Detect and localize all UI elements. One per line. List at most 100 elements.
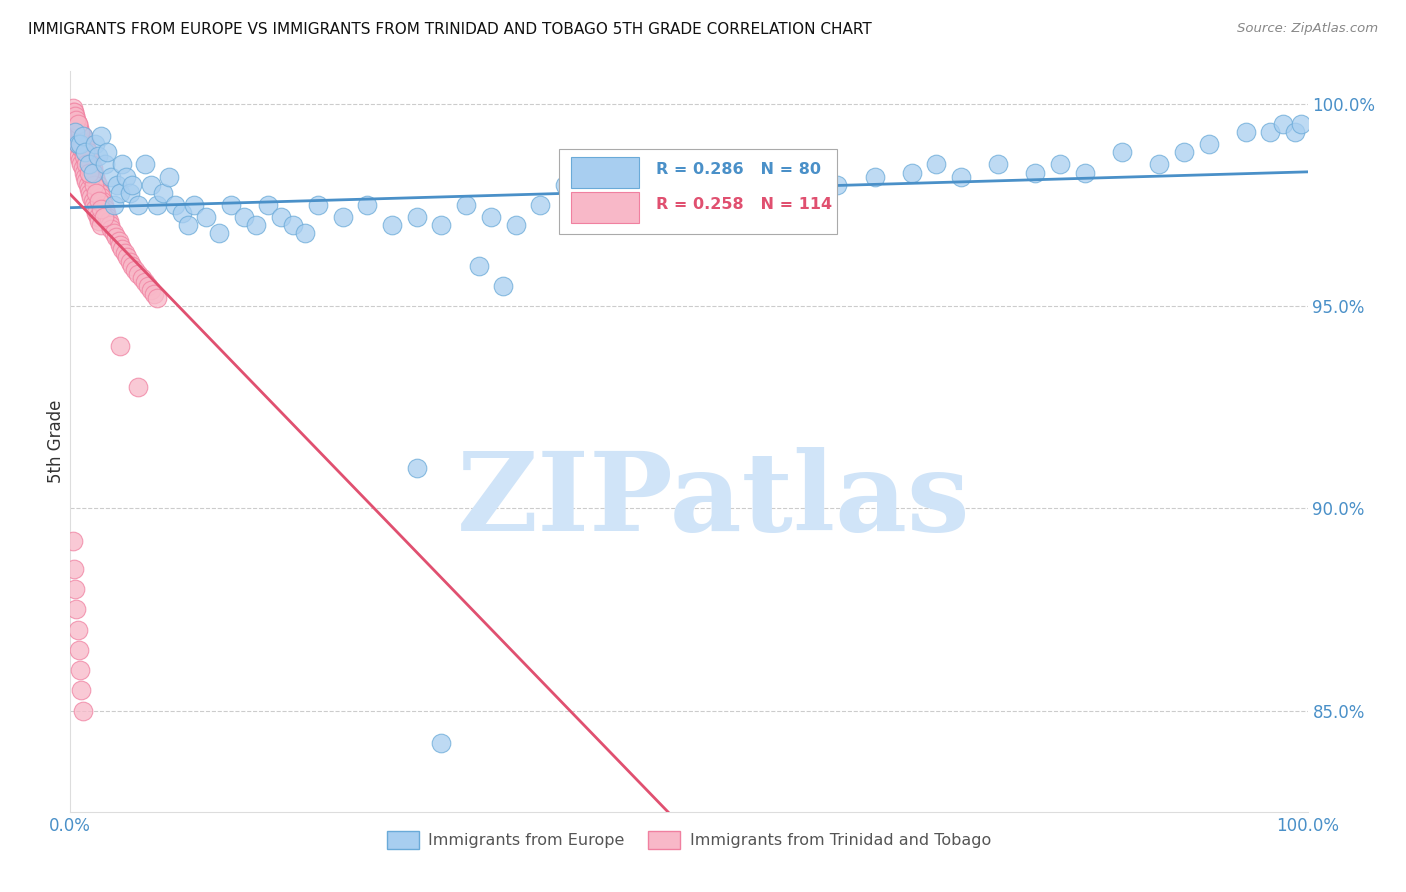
Point <box>70 157 93 171</box>
Point <box>66 120 89 135</box>
Point <box>136 278 159 293</box>
Text: Source: ZipAtlas.com: Source: ZipAtlas.com <box>1237 22 1378 36</box>
Point <box>84 169 107 184</box>
Point <box>86 178 108 192</box>
Point <box>776 186 799 200</box>
Point <box>96 210 118 224</box>
Point <box>356 198 378 212</box>
Point <box>827 178 849 192</box>
Point <box>118 254 141 268</box>
Point <box>82 161 104 176</box>
Point <box>103 198 125 212</box>
Point <box>332 210 354 224</box>
Point <box>281 218 304 232</box>
Point <box>1024 165 1046 179</box>
Point <box>115 169 138 184</box>
Point <box>554 178 576 192</box>
Point <box>65 120 87 135</box>
Point <box>75 145 97 160</box>
Text: ZIPatlas: ZIPatlas <box>457 447 970 554</box>
Point <box>1074 165 1097 179</box>
Point <box>294 226 316 240</box>
Point <box>87 182 110 196</box>
Point <box>63 125 86 139</box>
Point <box>67 133 90 147</box>
Point <box>987 157 1010 171</box>
Point <box>108 186 131 200</box>
Point <box>1173 145 1195 160</box>
Point <box>77 157 100 171</box>
Point <box>257 198 280 212</box>
Point <box>307 198 329 212</box>
Point <box>652 198 675 212</box>
Point <box>863 169 886 184</box>
Point <box>75 141 97 155</box>
Point <box>69 153 91 168</box>
Point <box>183 198 205 212</box>
Point <box>63 112 86 127</box>
FancyBboxPatch shape <box>571 157 640 188</box>
Point <box>86 210 108 224</box>
Point <box>925 157 948 171</box>
Point <box>105 230 128 244</box>
Point <box>245 218 267 232</box>
Point <box>1271 117 1294 131</box>
Point <box>505 218 527 232</box>
Point <box>232 210 254 224</box>
Point <box>96 145 118 160</box>
Point <box>1198 137 1220 152</box>
Point <box>63 117 86 131</box>
Point <box>111 157 134 171</box>
Point <box>1260 125 1282 139</box>
Point <box>93 210 115 224</box>
Point <box>67 120 90 135</box>
Point <box>77 165 100 179</box>
Point <box>63 562 86 576</box>
Point <box>75 173 97 187</box>
Point <box>75 137 97 152</box>
Point <box>115 251 138 265</box>
Point <box>90 129 112 144</box>
Point <box>90 218 112 232</box>
Point <box>381 218 404 232</box>
Point <box>270 210 292 224</box>
Point <box>157 169 180 184</box>
Point <box>91 194 114 208</box>
Point <box>100 169 122 184</box>
Point <box>65 112 87 127</box>
Point <box>83 198 105 212</box>
Point <box>67 129 90 144</box>
Point <box>121 259 143 273</box>
Point <box>75 157 97 171</box>
Point <box>90 202 112 216</box>
Point <box>134 157 156 171</box>
Point <box>82 194 104 208</box>
Text: R = 0.286   N = 80: R = 0.286 N = 80 <box>655 162 821 178</box>
Point <box>430 218 453 232</box>
Point <box>98 218 121 232</box>
Point <box>70 683 93 698</box>
Point <box>65 125 87 139</box>
Point <box>83 178 105 192</box>
Point <box>77 149 100 163</box>
Point <box>69 137 91 152</box>
Point <box>94 157 117 171</box>
Point <box>77 182 100 196</box>
Point <box>111 243 134 257</box>
Point <box>146 198 169 212</box>
Point <box>75 153 97 168</box>
Point <box>66 137 89 152</box>
Point <box>703 198 725 212</box>
Point <box>76 145 98 160</box>
Point <box>62 117 84 131</box>
Point <box>72 129 94 144</box>
Point <box>84 173 107 187</box>
Point <box>66 117 89 131</box>
Point <box>82 165 104 179</box>
Point <box>79 153 101 168</box>
Point <box>134 275 156 289</box>
Point <box>678 178 700 192</box>
Point <box>65 109 87 123</box>
Point <box>73 165 96 179</box>
Point <box>479 210 502 224</box>
